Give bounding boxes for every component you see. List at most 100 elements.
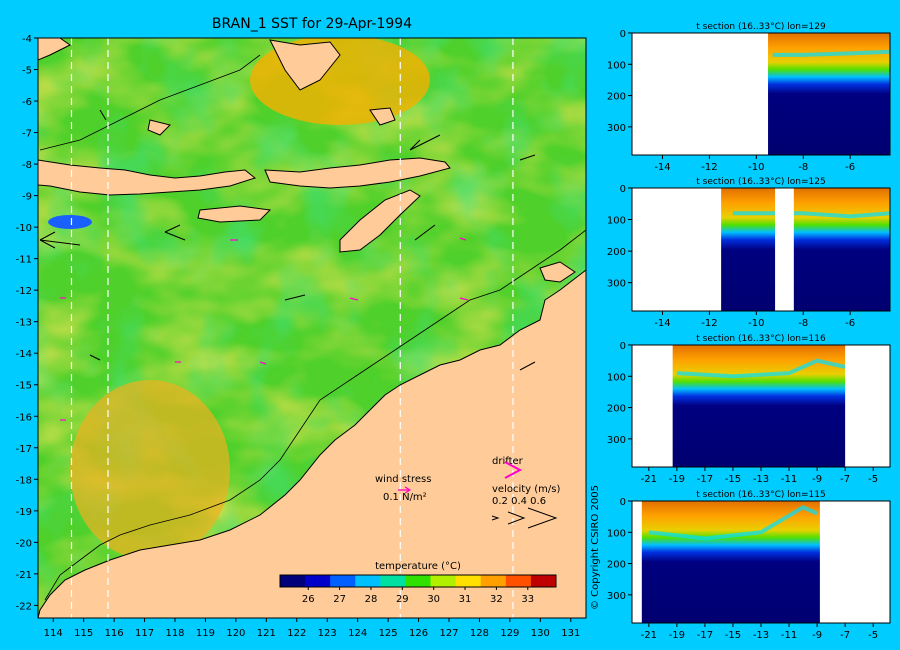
map-title: BRAN_1 SST for 29-Apr-1994 bbox=[212, 16, 412, 32]
lon-tick-label: 131 bbox=[561, 628, 580, 639]
section-x-tick-label: -6 bbox=[845, 318, 855, 329]
lon-tick-label: 130 bbox=[531, 628, 550, 639]
drifter-label: drifter bbox=[492, 456, 524, 467]
cool-patch-west bbox=[48, 215, 92, 229]
colorbar-segment bbox=[455, 575, 482, 587]
lat-tick-label: -10 bbox=[16, 223, 32, 234]
section-title: t section (16..33°C) lon=125 bbox=[696, 177, 825, 187]
section-y-tick-label: 200 bbox=[607, 404, 626, 415]
section-frame bbox=[631, 32, 891, 156]
lon-tick-label: 120 bbox=[226, 628, 245, 639]
thermocline-line bbox=[648, 505, 818, 541]
section-x-tick-label: -5 bbox=[868, 630, 878, 641]
colorbar-segment bbox=[405, 575, 432, 587]
section-y-tick-label: 100 bbox=[607, 528, 626, 539]
colorbar-tick-label: 33 bbox=[521, 594, 534, 605]
section-y-tick-label: 0 bbox=[620, 29, 626, 40]
section-y-tick-label: 0 bbox=[620, 497, 626, 508]
wind-stress-arrow bbox=[398, 486, 412, 494]
colorbar-segment bbox=[305, 575, 331, 587]
lat-tick-label: -19 bbox=[16, 507, 32, 518]
section-x-tick-label: -10 bbox=[748, 162, 764, 173]
section-title: t section (16..33°C) lon=115 bbox=[696, 490, 825, 500]
colorbar-tick-label: 28 bbox=[365, 594, 378, 605]
lat-tick-label: -22 bbox=[16, 601, 32, 612]
colorbar-segment bbox=[530, 575, 557, 587]
section-panel: t section (16..33°C) lon=129 -14 -12 -10 -8 -… bbox=[607, 22, 891, 173]
land-mask bbox=[845, 345, 890, 467]
land-mask bbox=[819, 501, 890, 623]
section-x-tick-label: -15 bbox=[725, 474, 741, 485]
section-plot bbox=[632, 501, 890, 623]
section-panel: t section (16..33°C) lon=115 -21 -19 -17 -15… bbox=[607, 490, 891, 641]
indonesian-islands bbox=[38, 38, 576, 283]
lat-tick-label: -20 bbox=[16, 538, 32, 549]
lat-tick-label: -8 bbox=[22, 160, 32, 171]
section-y-tick-label: 100 bbox=[607, 60, 626, 71]
section-plot bbox=[632, 33, 890, 155]
velocity-arrows bbox=[491, 507, 558, 529]
section-x-tick-label: -5 bbox=[868, 474, 878, 485]
section-plot bbox=[632, 188, 890, 311]
australia-land bbox=[38, 269, 586, 618]
land-mask bbox=[632, 345, 673, 467]
lon-tick-label: 117 bbox=[135, 628, 154, 639]
section-y-tick-label: 300 bbox=[607, 279, 626, 290]
section-x-tick-label: -13 bbox=[753, 474, 769, 485]
wind-stress-scale: 0.1 N/m² bbox=[383, 492, 427, 503]
section-y-tick-label: 300 bbox=[607, 591, 626, 602]
section-x-tick-label: -10 bbox=[748, 318, 764, 329]
lon-tick-label: 116 bbox=[105, 628, 124, 639]
section-y-tick-label: 300 bbox=[607, 435, 626, 446]
lon-tick-label: 119 bbox=[196, 628, 215, 639]
wind-stress-label: wind stress bbox=[375, 474, 431, 485]
lon-tick-label: 123 bbox=[318, 628, 337, 639]
lat-tick-label: -4 bbox=[22, 34, 32, 45]
section-y-tick-label: 200 bbox=[607, 560, 626, 571]
section-x-tick-label: -17 bbox=[697, 474, 713, 485]
section-y-tick-label: 300 bbox=[607, 123, 626, 134]
thermocline-line bbox=[676, 358, 846, 379]
section-x-tick-label: -15 bbox=[725, 630, 741, 641]
section-x-tick-label: -12 bbox=[701, 318, 717, 329]
velocity-scale: 0.2 0.4 0.6 bbox=[492, 496, 546, 507]
section-title: t section (16..33°C) lon=116 bbox=[696, 334, 826, 344]
colorbar-tick-label: 31 bbox=[459, 594, 472, 605]
section-panels: t section (16..33°C) lon=129 -14 -12 -10 -8 -… bbox=[607, 22, 891, 641]
section-x-tick-label: -9 bbox=[812, 474, 822, 485]
drifter-marks bbox=[60, 237, 469, 421]
drifter-arrow bbox=[504, 461, 523, 479]
colorbar-segment bbox=[505, 575, 532, 587]
section-x-tick-label: -12 bbox=[701, 162, 717, 173]
colorbar-segment bbox=[330, 575, 356, 587]
section-y-tick-label: 0 bbox=[620, 184, 626, 195]
colorbar-tick-label: 30 bbox=[427, 594, 440, 605]
section-x-tick-label: -14 bbox=[654, 162, 670, 173]
section-x-tick-label: -17 bbox=[697, 630, 713, 641]
section-x-tick-label: -14 bbox=[654, 318, 670, 329]
section-panel: t section (16..33°C) lon=116 -21 -19 -17 -15… bbox=[607, 334, 891, 485]
lat-tick-label: -13 bbox=[16, 318, 32, 329]
colorbar-tick-label: 29 bbox=[396, 594, 409, 605]
shelf-contour bbox=[44, 229, 586, 601]
land-mask bbox=[632, 188, 722, 311]
section-x-tick-label: -13 bbox=[753, 630, 769, 641]
colorbar-tick-label: 32 bbox=[490, 594, 503, 605]
lon-tick-label: 128 bbox=[470, 628, 489, 639]
lon-tick-label: 127 bbox=[439, 628, 458, 639]
lat-tick-label: -5 bbox=[22, 66, 32, 77]
sst-map: wind stress 0.1 N/m² drifter velocity (m… bbox=[38, 38, 586, 618]
map-frame bbox=[37, 37, 587, 619]
section-x-tick-label: -19 bbox=[669, 474, 685, 485]
section-x-tick-label: -9 bbox=[812, 630, 822, 641]
lon-tick-label: 115 bbox=[74, 628, 93, 639]
section-x-tick-label: -8 bbox=[798, 162, 808, 173]
lat-tick-label: -16 bbox=[16, 412, 32, 423]
section-y-tick-label: 200 bbox=[607, 92, 626, 103]
section-title: t section (16..33°C) lon=129 bbox=[696, 22, 826, 32]
lon-tick-label: 125 bbox=[379, 628, 398, 639]
thermocline-line bbox=[772, 49, 890, 57]
colorbar: 26 27 28 29 30 31 32 33 bbox=[279, 574, 557, 605]
lat-tick-label: -14 bbox=[16, 349, 32, 360]
